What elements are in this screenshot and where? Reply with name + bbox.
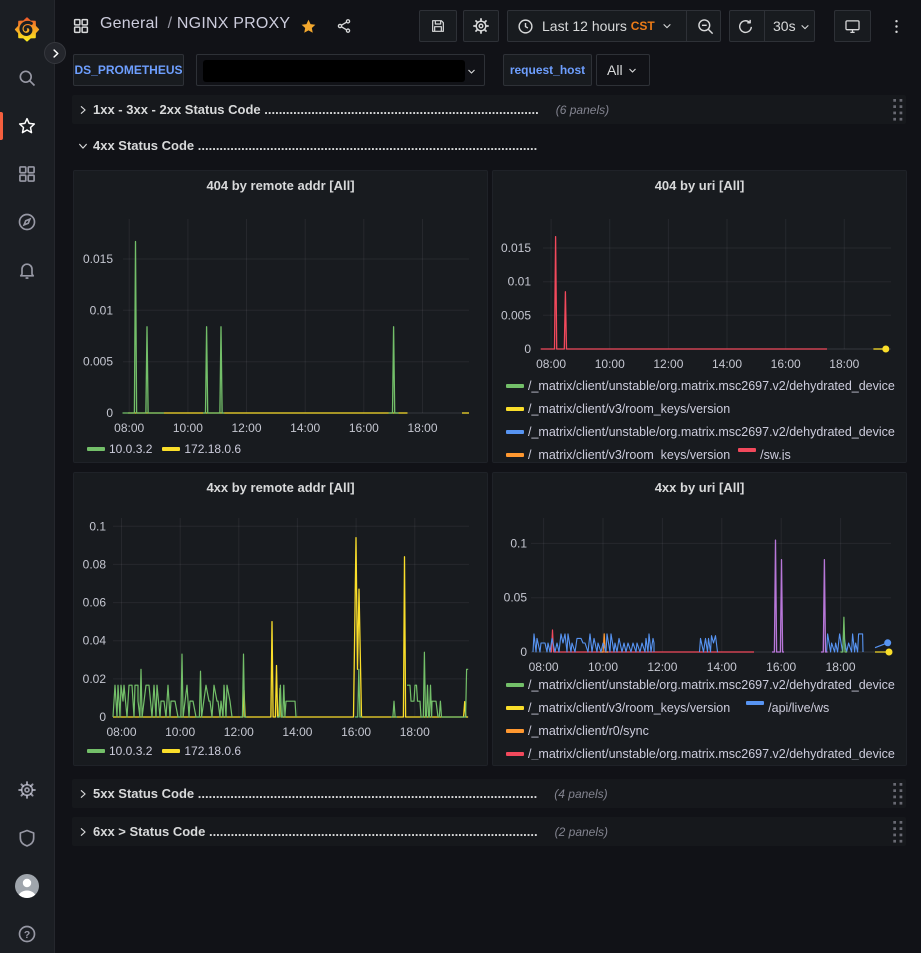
- svg-text:16:00: 16:00: [341, 725, 371, 739]
- svg-text:0: 0: [524, 342, 531, 356]
- svg-text:12:00: 12:00: [224, 725, 254, 739]
- svg-text:18:00: 18:00: [826, 660, 856, 674]
- svg-text:0.01: 0.01: [508, 275, 532, 289]
- svg-text:16:00: 16:00: [766, 660, 796, 674]
- svg-text:14:00: 14:00: [712, 357, 742, 371]
- svg-text:0.005: 0.005: [83, 355, 113, 369]
- svg-text:10:00: 10:00: [173, 421, 203, 435]
- svg-text:0: 0: [99, 710, 106, 724]
- svg-text:16:00: 16:00: [771, 357, 801, 371]
- svg-text:0.05: 0.05: [504, 591, 528, 605]
- svg-text:10:00: 10:00: [588, 660, 618, 674]
- svg-text:0.015: 0.015: [501, 241, 531, 255]
- svg-text:12:00: 12:00: [647, 660, 677, 674]
- svg-text:0: 0: [106, 406, 113, 420]
- svg-text:0.06: 0.06: [83, 596, 107, 610]
- svg-text:08:00: 08:00: [536, 357, 566, 371]
- svg-text:08:00: 08:00: [529, 660, 559, 674]
- svg-text:0.005: 0.005: [501, 308, 531, 322]
- svg-text:14:00: 14:00: [282, 725, 312, 739]
- svg-text:12:00: 12:00: [232, 421, 262, 435]
- svg-text:18:00: 18:00: [407, 421, 437, 435]
- svg-text:0.015: 0.015: [83, 252, 113, 266]
- svg-text:10:00: 10:00: [595, 357, 625, 371]
- svg-text:?: ?: [24, 930, 30, 941]
- svg-text:08:00: 08:00: [106, 725, 136, 739]
- svg-text:16:00: 16:00: [349, 421, 379, 435]
- svg-text:0.1: 0.1: [89, 519, 106, 533]
- svg-text:0.04: 0.04: [83, 634, 107, 648]
- svg-text:10:00: 10:00: [165, 725, 195, 739]
- svg-text:0.1: 0.1: [510, 536, 527, 550]
- svg-text:0.01: 0.01: [90, 303, 114, 317]
- svg-text:18:00: 18:00: [829, 357, 859, 371]
- svg-text:14:00: 14:00: [707, 660, 737, 674]
- svg-text:18:00: 18:00: [400, 725, 430, 739]
- svg-text:14:00: 14:00: [290, 421, 320, 435]
- svg-text:0.02: 0.02: [83, 672, 107, 686]
- svg-text:0.08: 0.08: [83, 557, 107, 571]
- svg-text:12:00: 12:00: [653, 357, 683, 371]
- svg-text:08:00: 08:00: [114, 421, 144, 435]
- svg-text:0: 0: [520, 645, 527, 659]
